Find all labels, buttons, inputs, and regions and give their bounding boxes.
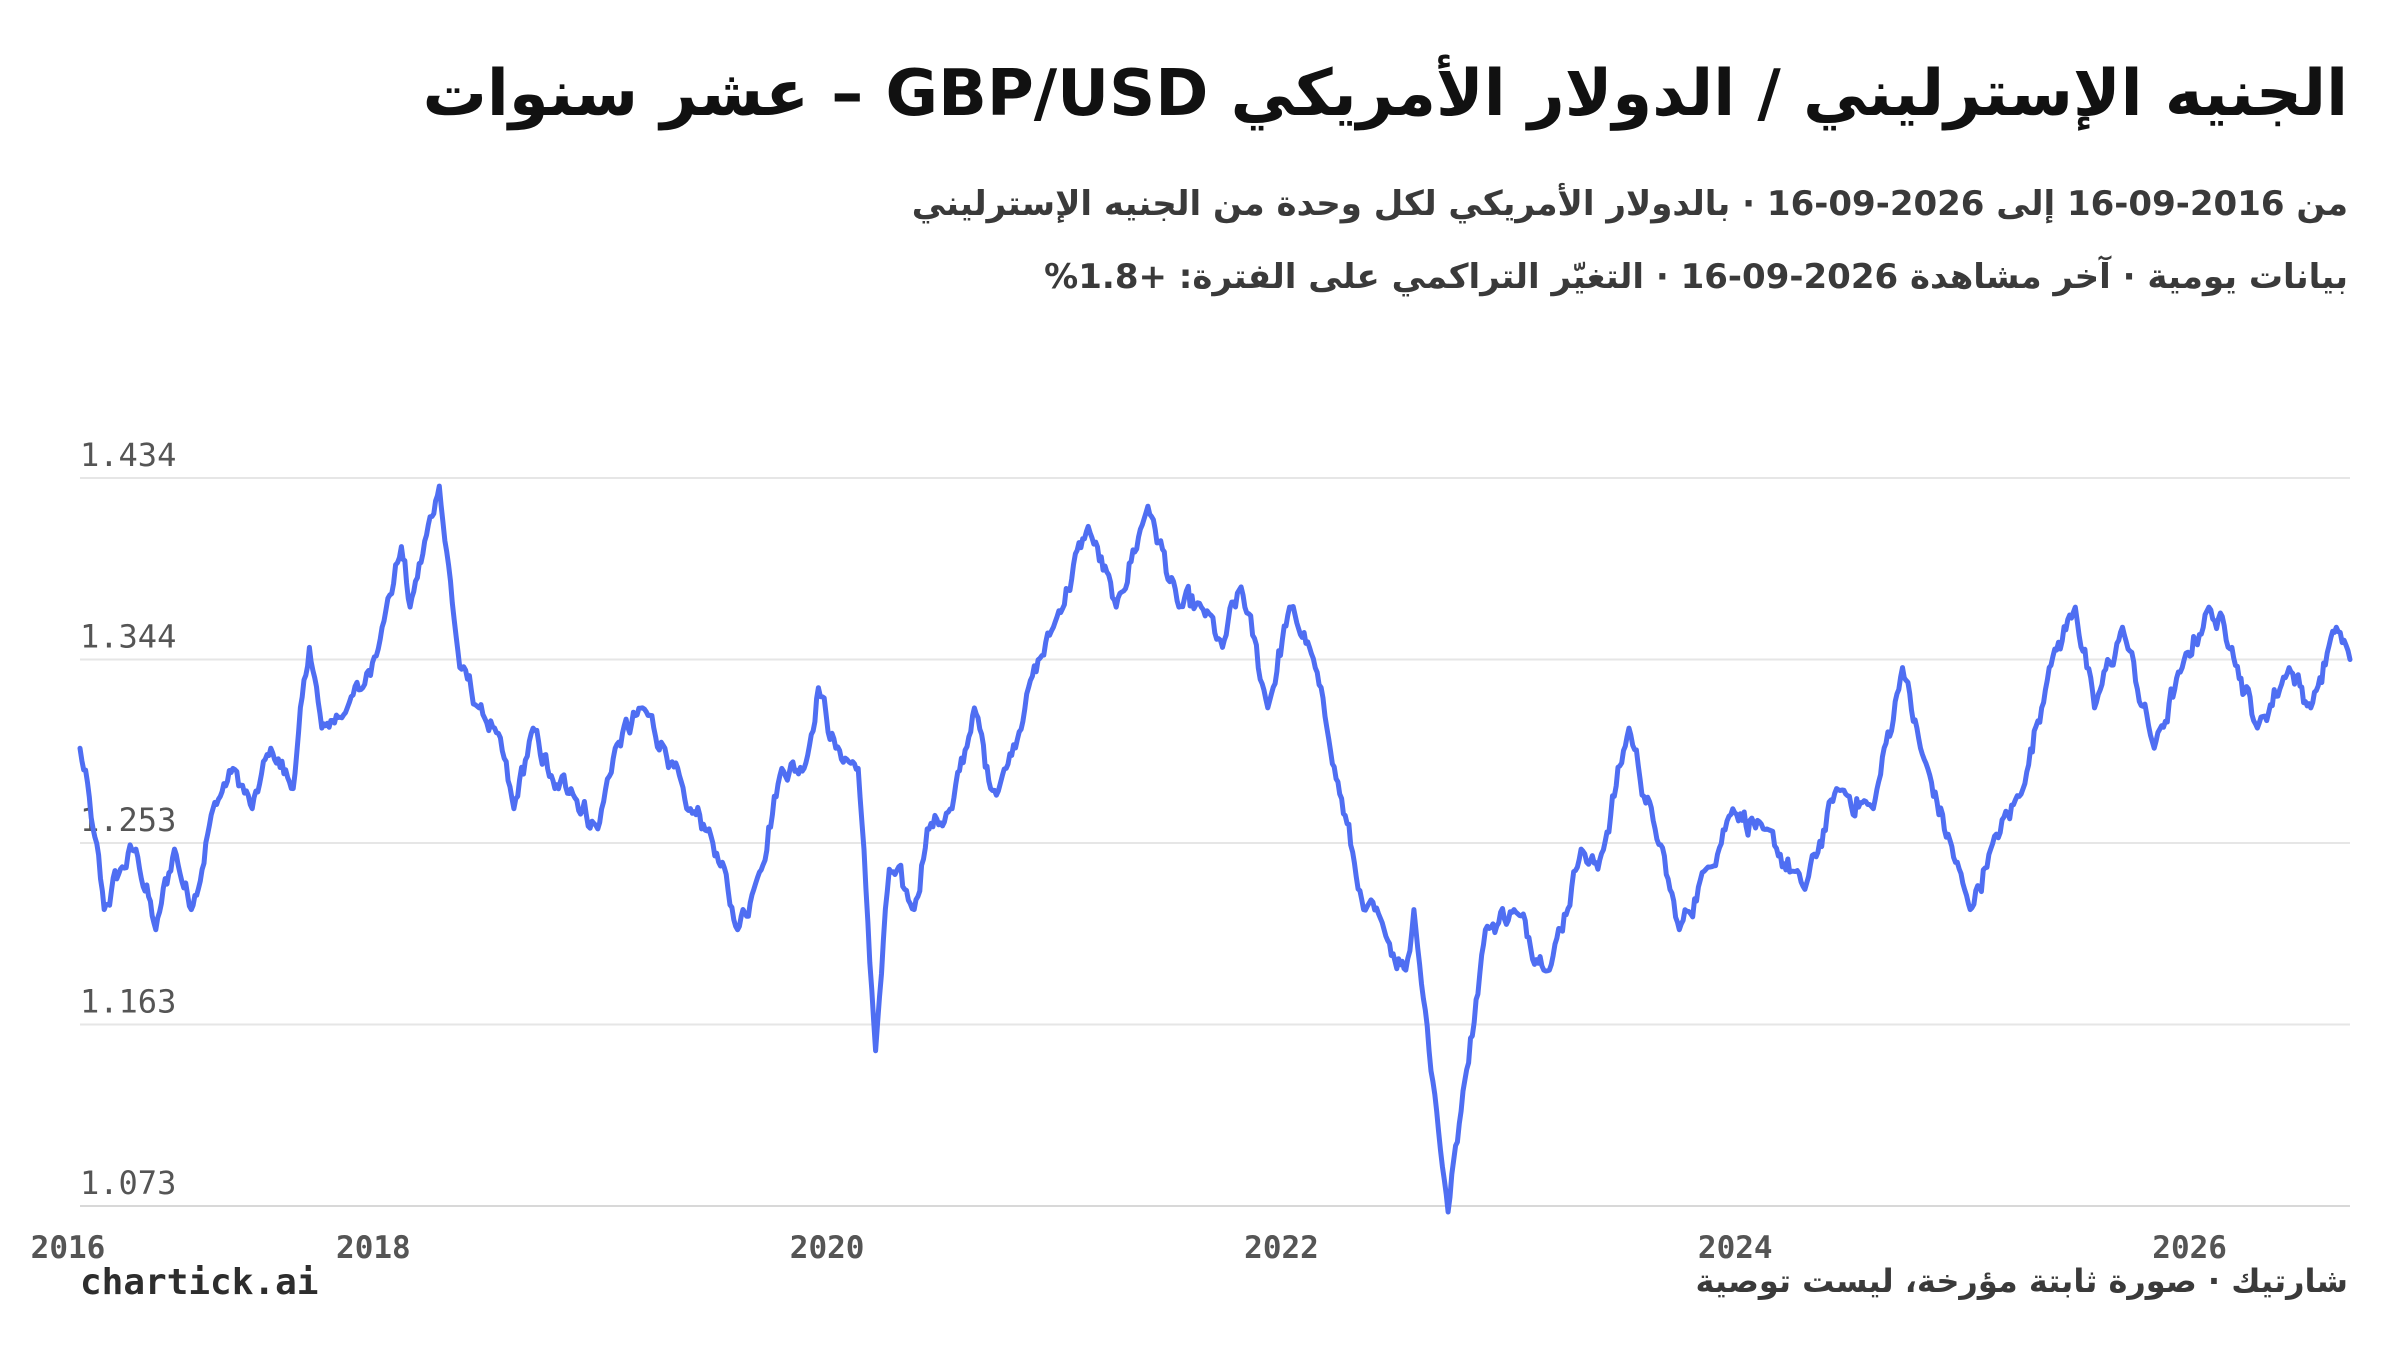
y-tick-label: 1.344 — [80, 617, 176, 655]
x-tick-label: 2018 — [336, 1230, 411, 1266]
y-tick-label: 1.073 — [80, 1164, 176, 1202]
x-tick-label: 2026 — [2152, 1230, 2227, 1266]
x-axis-labels: 2016 2018 2020 2022 2024 2026 — [31, 1230, 2227, 1266]
y-tick-label: 1.434 — [80, 436, 176, 474]
grid-lines — [80, 477, 2350, 1207]
chart-footnote: شارتيك · صورة ثابتة مؤرخة، ليست توصية — [1695, 1262, 2349, 1300]
brand-logo-text: chartick.ai — [80, 1262, 319, 1303]
x-tick-label: 2024 — [1698, 1230, 1773, 1266]
chart-subtitle-stats: بيانات يومية · آخر مشاهدة 2026-09-16 · ا… — [1044, 257, 2348, 297]
y-tick-label: 1.163 — [80, 983, 176, 1021]
x-tick-label: 2016 — [31, 1230, 106, 1266]
series-line-gbpusd — [77, 483, 2353, 1215]
x-tick-label: 2022 — [1244, 1230, 1319, 1266]
chart-subtitle-range: من 2016-09-16 إلى 2026-09-16 · بالدولار … — [911, 184, 2348, 224]
x-tick-label: 2020 — [790, 1230, 865, 1266]
chart-title: الجنيه الإسترليني / الدولار الأمريكي GBP… — [422, 57, 2348, 131]
